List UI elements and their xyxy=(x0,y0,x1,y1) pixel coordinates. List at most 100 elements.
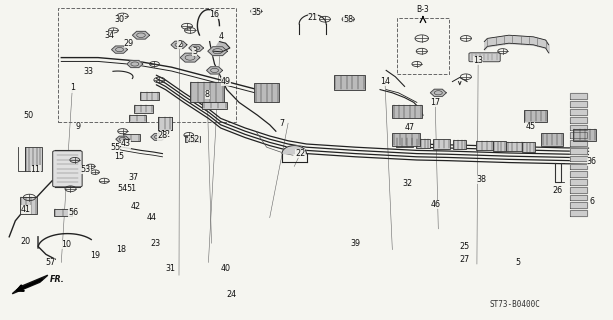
Bar xyxy=(123,134,140,141)
FancyBboxPatch shape xyxy=(53,151,82,187)
Polygon shape xyxy=(112,46,128,53)
Bar xyxy=(20,197,37,214)
Polygon shape xyxy=(570,148,587,154)
Bar xyxy=(54,209,72,216)
Polygon shape xyxy=(189,45,204,51)
Polygon shape xyxy=(127,60,143,68)
Polygon shape xyxy=(570,156,587,162)
Text: 6: 6 xyxy=(589,197,594,206)
Polygon shape xyxy=(180,53,200,62)
Text: 8: 8 xyxy=(205,90,210,99)
Text: 50: 50 xyxy=(24,111,34,120)
Text: 29: 29 xyxy=(124,39,134,48)
Text: 37: 37 xyxy=(129,173,139,182)
Text: 24: 24 xyxy=(227,290,237,299)
Text: 14: 14 xyxy=(380,77,390,86)
Polygon shape xyxy=(570,179,587,185)
Bar xyxy=(573,129,596,141)
Bar xyxy=(190,82,224,102)
Text: 34: 34 xyxy=(104,31,114,40)
Text: 57: 57 xyxy=(45,258,55,267)
Text: 40: 40 xyxy=(221,264,230,273)
Polygon shape xyxy=(570,101,587,107)
Text: 22: 22 xyxy=(295,149,305,158)
Text: 11: 11 xyxy=(31,165,40,174)
Text: 12: 12 xyxy=(161,130,170,139)
Text: 42: 42 xyxy=(131,202,141,211)
Bar xyxy=(506,142,524,151)
Bar xyxy=(392,133,420,146)
Text: 7: 7 xyxy=(280,119,284,128)
Text: 46: 46 xyxy=(430,200,440,209)
Bar xyxy=(134,105,153,113)
Text: 4: 4 xyxy=(218,32,223,41)
Text: 20: 20 xyxy=(21,237,31,246)
Bar xyxy=(392,105,422,118)
Text: 58: 58 xyxy=(343,15,353,24)
Polygon shape xyxy=(282,146,306,154)
Bar xyxy=(396,138,413,147)
Text: 55: 55 xyxy=(110,143,120,152)
Bar xyxy=(140,92,159,100)
Polygon shape xyxy=(570,164,587,169)
Bar xyxy=(129,115,146,122)
Polygon shape xyxy=(207,67,223,74)
Text: 1: 1 xyxy=(70,84,75,92)
Polygon shape xyxy=(570,124,587,130)
Text: 17: 17 xyxy=(430,98,440,107)
Polygon shape xyxy=(570,140,587,146)
Text: FR.: FR. xyxy=(50,275,65,284)
Text: 56: 56 xyxy=(69,208,78,217)
Text: 51: 51 xyxy=(127,184,137,193)
Polygon shape xyxy=(151,134,166,140)
Text: 48: 48 xyxy=(188,136,198,145)
Bar xyxy=(476,141,493,150)
Bar xyxy=(522,142,535,152)
Bar xyxy=(524,110,547,122)
Bar xyxy=(185,136,200,142)
Text: 53: 53 xyxy=(81,165,91,174)
Text: B-3: B-3 xyxy=(417,5,429,14)
Text: 43: 43 xyxy=(121,140,131,148)
Text: 52: 52 xyxy=(190,135,200,144)
Bar xyxy=(158,117,172,130)
Bar xyxy=(493,141,506,151)
Text: 5: 5 xyxy=(516,258,520,267)
Polygon shape xyxy=(570,171,587,177)
Polygon shape xyxy=(12,275,48,294)
Text: 36: 36 xyxy=(587,157,596,166)
Polygon shape xyxy=(570,195,587,200)
Polygon shape xyxy=(570,132,587,138)
Text: 18: 18 xyxy=(116,245,126,254)
Text: 19: 19 xyxy=(90,252,100,260)
Bar xyxy=(25,147,42,171)
Text: 30: 30 xyxy=(115,15,124,24)
Bar xyxy=(334,75,365,90)
Text: 25: 25 xyxy=(460,242,470,251)
Polygon shape xyxy=(208,47,227,56)
Text: 13: 13 xyxy=(473,56,483,65)
Bar xyxy=(254,83,279,102)
Text: 33: 33 xyxy=(84,68,94,76)
Text: 10: 10 xyxy=(61,240,71,249)
Polygon shape xyxy=(570,187,587,193)
FancyBboxPatch shape xyxy=(469,53,500,62)
Text: 54: 54 xyxy=(118,184,128,193)
Polygon shape xyxy=(570,203,587,208)
Polygon shape xyxy=(132,31,150,39)
Text: 21: 21 xyxy=(308,13,318,22)
Polygon shape xyxy=(171,41,187,48)
Text: 38: 38 xyxy=(476,175,486,184)
Text: 26: 26 xyxy=(553,186,563,195)
Text: 44: 44 xyxy=(147,213,157,222)
Text: 45: 45 xyxy=(525,122,535,131)
Text: 2: 2 xyxy=(177,40,182,49)
Polygon shape xyxy=(570,93,587,99)
Text: 47: 47 xyxy=(405,124,414,132)
Text: 35: 35 xyxy=(251,8,261,17)
Text: 9: 9 xyxy=(76,122,81,131)
Text: 15: 15 xyxy=(115,152,124,161)
Text: 28: 28 xyxy=(158,132,167,140)
Polygon shape xyxy=(570,109,587,115)
Text: 49: 49 xyxy=(221,77,230,86)
